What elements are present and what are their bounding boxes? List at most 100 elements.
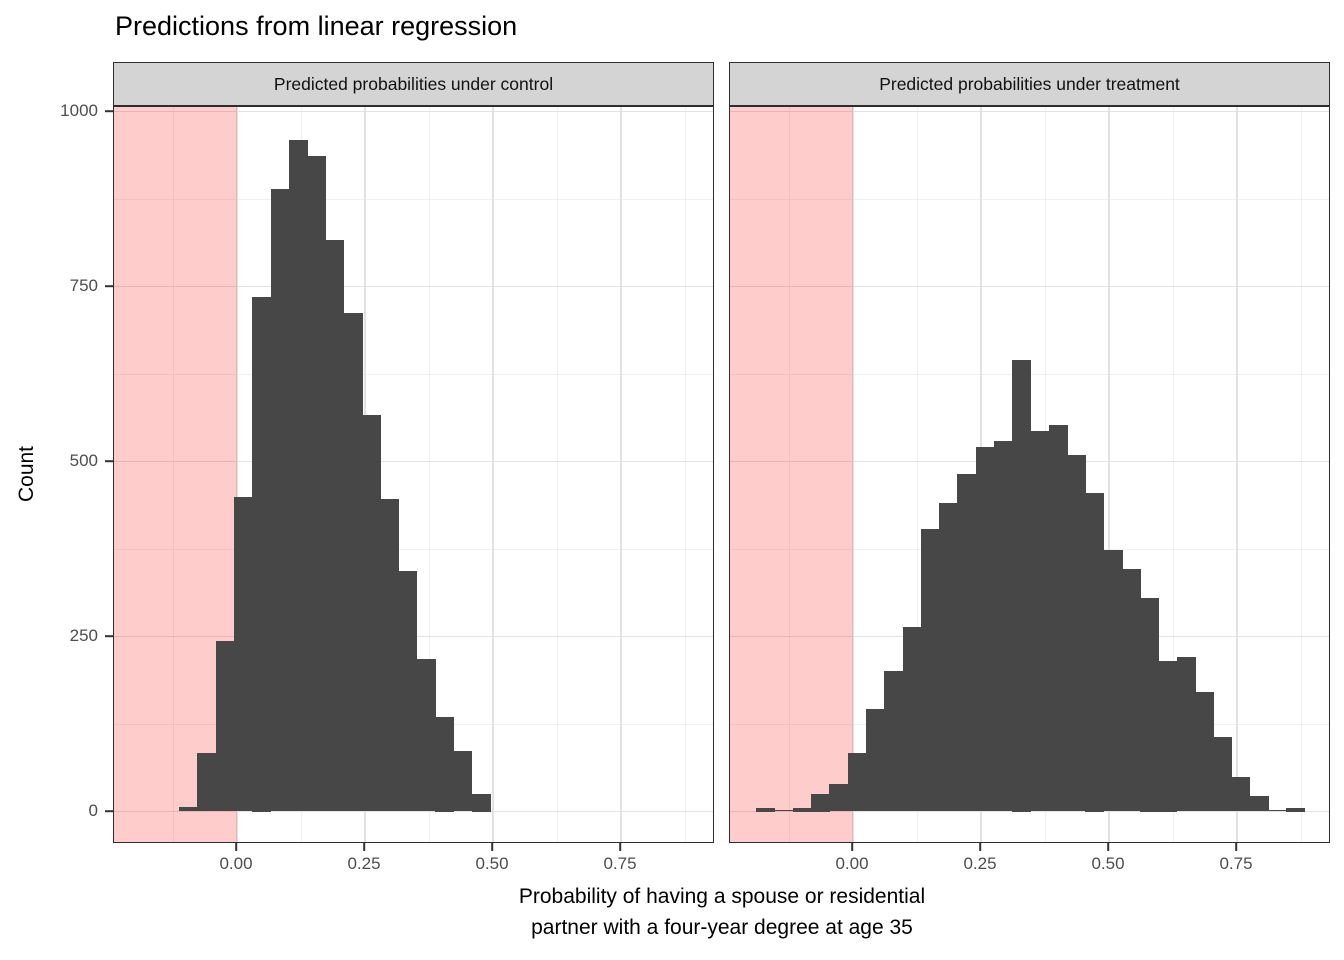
strip-label: Predicted probabilities under control [273, 73, 554, 94]
gridline-major-x [1108, 107, 1110, 842]
histogram-bar [288, 140, 308, 812]
histogram-bar [1231, 777, 1251, 812]
gridline-major-y [114, 110, 713, 113]
histogram-bar [1140, 598, 1160, 812]
histogram-bar [252, 297, 272, 812]
x-axis-title-line2: partner with a four-year degree at age 3… [531, 916, 913, 939]
histogram-bar [398, 570, 418, 812]
histogram-bar [471, 794, 491, 812]
histogram-bar [1121, 569, 1141, 812]
chart-title: Predictions from linear regression [115, 11, 518, 41]
gridline-minor-x [684, 107, 686, 842]
gridline-minor-y [114, 199, 713, 200]
gridline-minor-y [114, 374, 713, 375]
histogram-bar [774, 810, 794, 812]
y-tick-label: 0 [88, 801, 98, 820]
x-tick-label: 0.75 [1219, 854, 1253, 873]
histogram-bar [1268, 810, 1288, 812]
panel-control [113, 106, 714, 843]
histogram-bar [811, 794, 831, 812]
histogram-bar [884, 670, 904, 812]
gridline-major-x [1236, 107, 1238, 842]
histogram-bar [1067, 455, 1086, 812]
histogram-bar [1158, 661, 1178, 812]
y-tick-mark [105, 460, 113, 462]
histogram-bar [416, 658, 436, 812]
facet-control: Predicted probabilities under control 0.… [113, 62, 714, 873]
x-tick-mark [979, 843, 981, 851]
gridline-minor-x [556, 107, 558, 842]
histogram-bar [1195, 691, 1214, 812]
gridline-major-x [492, 107, 494, 842]
x-tick-label: 0.50 [1091, 854, 1125, 873]
x-tick-label: 0.75 [603, 854, 637, 873]
x-tick-mark [363, 843, 365, 851]
x-tick-mark [235, 843, 237, 851]
y-tick-mark [105, 635, 113, 637]
histogram-bar [866, 709, 885, 812]
gridline-minor-x [1172, 107, 1174, 842]
gridline-major-x [852, 107, 854, 842]
histogram-bar [792, 808, 812, 812]
x-tick-label: 0.00 [219, 854, 253, 873]
facet-treatment: Predicted probabilities under treatment … [729, 62, 1330, 873]
histogram-bar [361, 414, 381, 812]
histogram-bar [920, 528, 940, 812]
histogram-bar [829, 784, 849, 812]
gridline-minor-x [428, 107, 430, 842]
histogram-bar [993, 441, 1013, 812]
y-tick-label: 1000 [60, 101, 98, 120]
histogram-bar [756, 808, 776, 812]
histogram-bar [1286, 808, 1306, 812]
histogram-bar [307, 156, 326, 812]
histogram-bar [435, 717, 454, 812]
histogram-bar [234, 497, 253, 812]
x-tick-mark [1235, 843, 1237, 851]
gridline-minor-x [172, 107, 174, 842]
histogram-bar [1176, 656, 1196, 812]
y-tick-label: 750 [69, 276, 98, 295]
x-tick-label: 0.00 [835, 854, 869, 873]
y-tick-mark [105, 110, 113, 112]
gridline-major-y [114, 285, 713, 288]
gridline-major-x [236, 107, 238, 842]
histogram-bar [1085, 493, 1105, 812]
x-tick-mark [491, 843, 493, 851]
x-axis-title-line1: Probability of having a spouse or reside… [518, 885, 926, 908]
x-tick-mark [851, 843, 853, 851]
histogram-bar [902, 626, 922, 812]
histogram-bar [1213, 737, 1233, 812]
x-tick-mark [619, 843, 621, 851]
histogram-bar [453, 750, 473, 812]
panel-treatment [729, 106, 1330, 843]
y-tick-label: 250 [69, 626, 98, 645]
gridline-major-x [620, 107, 622, 842]
histogram-bar [957, 474, 977, 812]
x-axis-title: Probability of having a spouse or reside… [416, 881, 1028, 943]
y-tick-mark [105, 285, 113, 287]
gridline-minor-x [916, 107, 918, 842]
histogram-bar [197, 753, 217, 812]
histogram-bar [343, 313, 363, 812]
x-tick-label: 0.50 [475, 854, 509, 873]
gridline-minor-y [114, 549, 713, 550]
x-tick-mark [1107, 843, 1109, 851]
gridline-minor-x [788, 107, 790, 842]
histogram-bar [325, 239, 345, 812]
gridline-minor-x [1300, 107, 1302, 842]
gridline-major-y [114, 460, 713, 463]
histogram-bar [975, 446, 995, 812]
histogram-bar [380, 499, 400, 812]
histogram-bar [1048, 425, 1068, 812]
histogram-bar [1030, 431, 1050, 812]
facet-control-strip: Predicted probabilities under control [113, 62, 714, 106]
gridline-minor-y [730, 199, 1329, 200]
histogram-bar [270, 189, 290, 812]
x-tick-label: 0.25 [963, 854, 997, 873]
gridline-major-y [730, 285, 1329, 288]
shaded-negative-region [730, 107, 853, 842]
y-tick-mark [105, 810, 113, 812]
gridline-major-y [114, 810, 713, 813]
histogram-bar [939, 502, 959, 812]
